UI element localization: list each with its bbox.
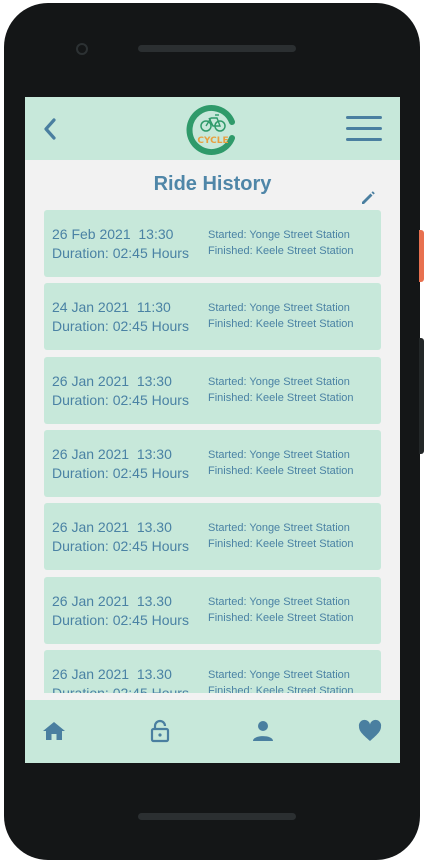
ride-card[interactable]: 24 Jan 2021 11:30 Duration: 02:45 Hours … [44,283,381,350]
edit-button[interactable] [359,189,377,207]
nav-favorites-button[interactable] [357,718,383,744]
ride-card[interactable]: 26 Jan 2021 13:30 Duration: 02:45 Hours … [44,430,381,497]
ride-finish-station: Finished: Keele Street Station [208,685,354,693]
top-app-bar: CYCLE [25,97,400,160]
ride-duration: Duration: 02:45 Hours [52,392,189,408]
ride-finish-station: Finished: Keele Street Station [208,392,354,404]
ride-date-time: 26 Jan 2021 13.30 [52,519,172,535]
ride-date-time: 26 Feb 2021 13:30 [52,226,174,242]
ride-card[interactable]: 26 Jan 2021 13.30 Duration: 02:45 Hours … [44,650,381,693]
logo-mark: CYCLE [186,105,235,155]
bottom-speaker [138,813,296,820]
home-icon [43,722,65,740]
ride-start-station: Started: Yonge Street Station [208,669,350,681]
ride-card[interactable]: 26 Jan 2021 13.30 Duration: 02:45 Hours … [44,577,381,644]
nav-home-button[interactable] [41,718,67,744]
ride-finish-station: Finished: Keele Street Station [208,612,354,624]
hamburger-menu-button[interactable] [346,116,382,142]
app-screen: CYCLE Ride History 26 Feb 2021 13:30 Dur… [25,97,400,763]
ride-start-station: Started: Yonge Street Station [208,302,350,314]
volume-button [419,338,424,454]
ride-duration: Duration: 02:45 Hours [52,318,189,334]
menu-line [346,127,382,130]
ride-start-station: Started: Yonge Street Station [208,229,350,241]
cycle-logo[interactable]: CYCLE [186,103,240,157]
ride-finish-station: Finished: Keele Street Station [208,465,354,477]
menu-line [346,138,382,141]
front-camera [76,43,88,55]
ride-start-station: Started: Yonge Street Station [208,376,350,388]
ride-finish-station: Finished: Keele Street Station [208,245,354,257]
ride-duration: Duration: 02:45 Hours [52,465,189,481]
ride-start-station: Started: Yonge Street Station [208,449,350,461]
pencil-icon [362,191,375,204]
ride-date-time: 26 Jan 2021 13.30 [52,666,172,682]
nav-profile-button[interactable] [250,718,276,744]
ride-start-station: Started: Yonge Street Station [208,596,350,608]
ride-card[interactable]: 26 Jan 2021 13.30 Duration: 02:45 Hours … [44,503,381,570]
ride-duration: Duration: 02:45 Hours [52,612,189,628]
ride-date-time: 26 Jan 2021 13.30 [52,593,172,609]
logo-text: CYCLE [197,136,228,146]
ride-card[interactable]: 26 Jan 2021 13:30 Duration: 02:45 Hours … [44,357,381,424]
back-button[interactable] [39,114,65,144]
ride-date-time: 26 Jan 2021 13:30 [52,446,172,462]
ride-duration: Duration: 02:45 Hours [52,245,189,261]
ride-finish-station: Finished: Keele Street Station [208,538,354,550]
heart-icon [358,719,382,741]
page-title: Ride History [153,173,272,195]
bottom-navigation [25,700,400,763]
user-icon [253,721,273,741]
top-speaker [138,45,296,52]
ride-duration: Duration: 02:45 Hours [52,685,189,693]
ride-card[interactable]: 26 Feb 2021 13:30 Duration: 02:45 Hours … [44,210,381,277]
ride-date-time: 24 Jan 2021 11:30 [52,299,171,315]
nav-unlock-button[interactable] [147,718,173,744]
power-button [419,230,424,282]
ride-history-list[interactable]: 26 Feb 2021 13:30 Duration: 02:45 Hours … [44,210,381,693]
ride-date-time: 26 Jan 2021 13:30 [52,373,172,389]
ride-start-station: Started: Yonge Street Station [208,522,350,534]
unlock-icon [150,719,170,743]
chevron-left-icon [44,118,56,140]
ride-finish-station: Finished: Keele Street Station [208,318,354,330]
menu-line [346,116,382,119]
ride-duration: Duration: 02:45 Hours [52,538,189,554]
